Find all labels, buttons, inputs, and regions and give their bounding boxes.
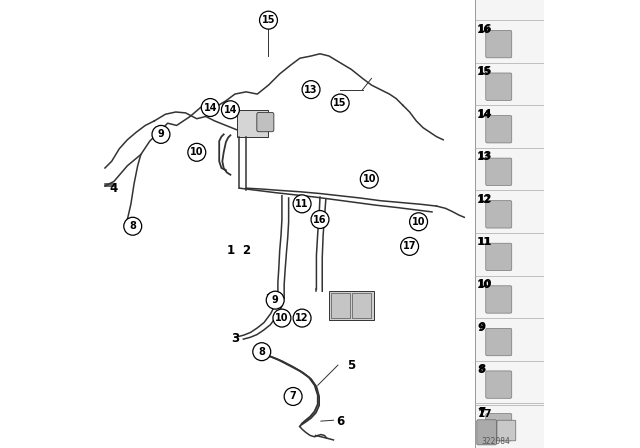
Bar xyxy=(475,0,544,448)
Text: 8: 8 xyxy=(129,221,136,231)
Circle shape xyxy=(360,170,378,188)
Text: 14: 14 xyxy=(477,110,492,120)
Circle shape xyxy=(332,94,349,112)
Circle shape xyxy=(293,309,311,327)
Text: 5: 5 xyxy=(348,358,355,372)
Text: 11: 11 xyxy=(477,237,492,247)
Bar xyxy=(332,293,350,318)
Text: 16: 16 xyxy=(477,25,492,34)
Text: 15: 15 xyxy=(262,15,275,25)
Text: 14: 14 xyxy=(478,109,493,119)
Text: 322084: 322084 xyxy=(482,437,511,446)
Circle shape xyxy=(201,99,219,116)
Text: 3: 3 xyxy=(231,332,239,345)
Text: 14: 14 xyxy=(204,103,217,112)
Circle shape xyxy=(293,195,311,213)
FancyBboxPatch shape xyxy=(486,328,512,356)
Text: 13: 13 xyxy=(304,85,318,95)
Circle shape xyxy=(273,309,291,327)
FancyBboxPatch shape xyxy=(486,158,512,185)
Text: 9: 9 xyxy=(478,322,485,332)
Text: 10: 10 xyxy=(190,147,204,157)
Text: 6: 6 xyxy=(336,414,344,428)
Text: 9: 9 xyxy=(157,129,164,139)
Text: 13: 13 xyxy=(478,151,493,161)
FancyBboxPatch shape xyxy=(486,286,512,313)
Text: 7: 7 xyxy=(290,392,296,401)
Circle shape xyxy=(221,101,239,119)
Text: 7: 7 xyxy=(478,407,486,417)
Circle shape xyxy=(302,81,320,99)
Text: 8: 8 xyxy=(477,365,484,375)
FancyBboxPatch shape xyxy=(486,201,512,228)
Text: 7: 7 xyxy=(477,408,484,418)
Bar xyxy=(237,110,269,137)
Text: 11: 11 xyxy=(478,237,493,246)
Circle shape xyxy=(152,125,170,143)
Text: 14: 14 xyxy=(223,105,237,115)
Text: 1: 1 xyxy=(227,244,234,258)
Circle shape xyxy=(188,143,206,161)
Text: 11: 11 xyxy=(295,199,309,209)
FancyBboxPatch shape xyxy=(497,420,516,441)
Bar xyxy=(329,291,374,320)
Text: 13: 13 xyxy=(477,152,492,162)
Text: 10: 10 xyxy=(478,279,493,289)
FancyBboxPatch shape xyxy=(486,73,512,100)
FancyBboxPatch shape xyxy=(486,414,512,441)
Text: 17: 17 xyxy=(403,241,417,251)
Text: 16: 16 xyxy=(313,215,327,224)
Text: 4: 4 xyxy=(110,181,118,195)
Text: 2: 2 xyxy=(242,244,250,258)
FancyBboxPatch shape xyxy=(486,371,512,398)
Circle shape xyxy=(266,291,284,309)
Text: 8: 8 xyxy=(259,347,265,357)
FancyBboxPatch shape xyxy=(486,243,512,271)
Text: 8: 8 xyxy=(478,364,485,374)
Text: 10: 10 xyxy=(477,280,492,290)
Text: 10: 10 xyxy=(362,174,376,184)
Text: 12: 12 xyxy=(477,195,492,205)
Text: 16: 16 xyxy=(478,24,493,34)
Circle shape xyxy=(124,217,141,235)
Text: 15: 15 xyxy=(478,66,493,76)
Text: 10: 10 xyxy=(412,217,426,227)
Text: 10: 10 xyxy=(275,313,289,323)
Circle shape xyxy=(260,11,278,29)
Circle shape xyxy=(253,343,271,361)
Circle shape xyxy=(284,388,302,405)
Text: 17: 17 xyxy=(478,409,493,418)
FancyBboxPatch shape xyxy=(486,116,512,143)
Text: 9: 9 xyxy=(272,295,278,305)
Text: 12: 12 xyxy=(478,194,493,204)
Bar xyxy=(352,293,371,318)
Circle shape xyxy=(311,211,329,228)
Text: 12: 12 xyxy=(295,313,309,323)
Circle shape xyxy=(401,237,419,255)
Text: 9: 9 xyxy=(477,323,484,332)
FancyBboxPatch shape xyxy=(477,420,497,445)
FancyBboxPatch shape xyxy=(486,30,512,58)
Circle shape xyxy=(410,213,428,231)
FancyBboxPatch shape xyxy=(257,112,274,132)
Text: 15: 15 xyxy=(477,67,492,77)
Text: 15: 15 xyxy=(333,98,347,108)
